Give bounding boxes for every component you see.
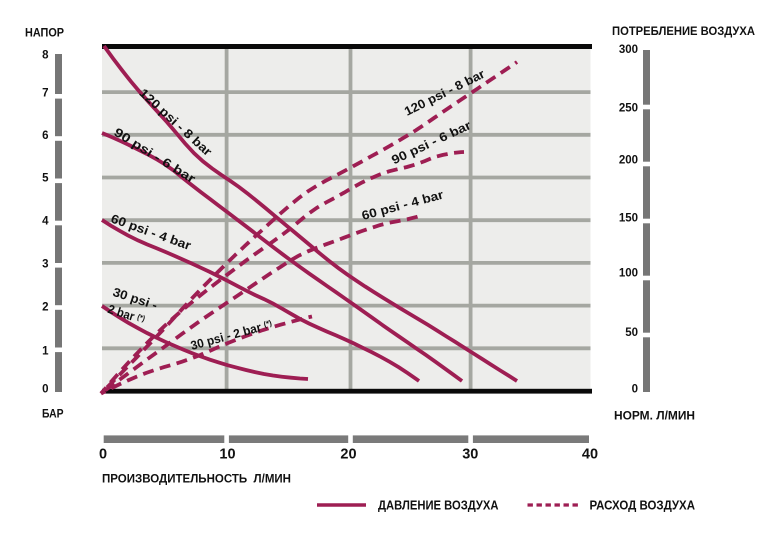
svg-text:200: 200 [619,154,638,166]
svg-text:300: 300 [619,44,638,56]
svg-text:30: 30 [462,447,478,463]
svg-text:6: 6 [42,130,48,142]
svg-text:0: 0 [42,384,48,396]
svg-text:4: 4 [42,216,49,228]
svg-text:1: 1 [42,346,49,358]
svg-text:10: 10 [219,447,235,463]
svg-text:ДАВЛЕНИЕ ВОЗДУХА: ДАВЛЕНИЕ ВОЗДУХА [378,498,499,513]
svg-text:100: 100 [619,268,638,280]
svg-text:50: 50 [625,327,638,339]
svg-text:0: 0 [99,447,107,463]
svg-text:0: 0 [632,384,638,396]
svg-text:7: 7 [42,88,48,100]
svg-text:5: 5 [42,173,49,185]
svg-text:НОРМ. Л/МИН: НОРМ. Л/МИН [614,409,695,423]
svg-text:ПРОИЗВОДИТЕЛЬНОСТЬ Л/МИН: ПРОИЗВОДИТЕЛЬНОСТЬ Л/МИН [102,472,291,486]
svg-text:40: 40 [582,447,598,463]
svg-text:ПОТРЕБЛЕНИЕ ВОЗДУХА: ПОТРЕБЛЕНИЕ ВОЗДУХА [612,24,755,38]
svg-text:8: 8 [42,50,49,62]
svg-text:РАСХОД ВОЗДУХА: РАСХОД ВОЗДУХА [590,498,696,513]
svg-text:250: 250 [619,103,638,115]
svg-text:150: 150 [619,212,638,224]
svg-text:3: 3 [42,259,48,271]
svg-text:БАР: БАР [42,407,64,421]
svg-text:20: 20 [340,447,356,463]
svg-text:2: 2 [42,302,48,314]
svg-text:НАПОР: НАПОР [25,28,64,40]
